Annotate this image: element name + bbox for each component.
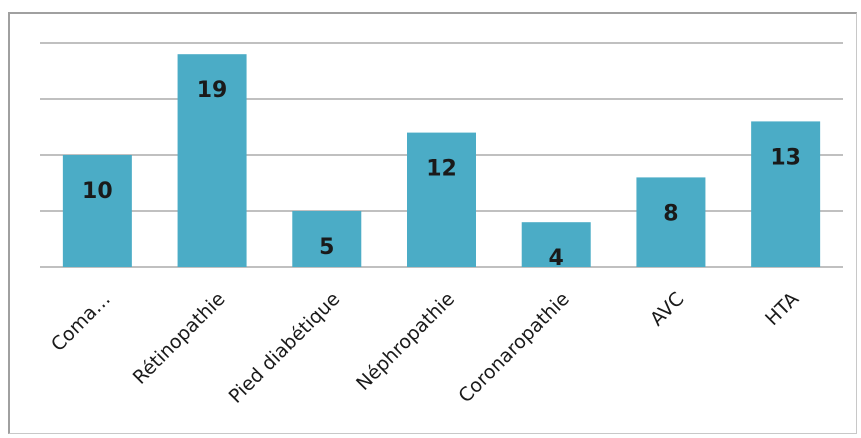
bar-value-label: 5 xyxy=(319,235,334,260)
data-labels: 10 19 5 12 4 8 13 xyxy=(82,78,801,271)
bar-value-label: 19 xyxy=(197,78,228,103)
category-label: Pied diabétique xyxy=(225,288,345,408)
category-label: AVC xyxy=(646,288,688,330)
bar-value-label: 13 xyxy=(770,145,801,170)
bar xyxy=(636,177,706,267)
bar-value-label: 10 xyxy=(82,179,113,204)
bar xyxy=(62,155,132,267)
bar-value-label: 12 xyxy=(426,157,457,182)
bar xyxy=(521,222,591,267)
category-label: Coronaropathie xyxy=(454,288,573,407)
bar xyxy=(177,54,247,268)
category-label: Coma… xyxy=(47,288,115,356)
bar-value-label: 8 xyxy=(663,201,678,226)
bar xyxy=(751,121,821,268)
bar-value-label: 4 xyxy=(549,246,564,271)
category-label: Rétinopathie xyxy=(129,288,230,389)
category-label: Néphropathie xyxy=(352,288,459,395)
bar xyxy=(292,211,362,267)
bar xyxy=(407,132,476,267)
category-label: HTA xyxy=(761,288,803,330)
bars xyxy=(62,54,821,268)
